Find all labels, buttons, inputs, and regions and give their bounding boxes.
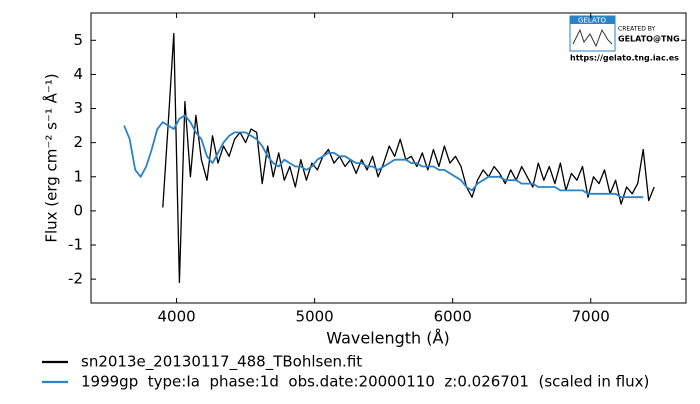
y-tick-label: 5 (73, 31, 83, 49)
logo-author: GELATO@TNG (618, 35, 680, 44)
y-tick-label: 3 (73, 99, 83, 117)
x-tick-label: 5000 (296, 308, 334, 326)
y-tick-label: 1 (73, 167, 83, 185)
y-tick-label: 4 (73, 65, 83, 83)
logo: GELATO CREATED BY GELATO@TNG https://gel… (569, 15, 680, 63)
logo-name: GELATO (578, 17, 606, 25)
y-tick-label: -1 (68, 236, 83, 254)
x-axis-label: Wavelength (Å) (326, 329, 449, 348)
logo-credit: CREATED BY (618, 26, 656, 33)
x-tick-label: 4000 (157, 308, 195, 326)
x-tick-label: 6000 (434, 308, 472, 326)
spectrum-line (162, 32, 655, 284)
spectrum-line (123, 114, 644, 199)
x-tick-label: 7000 (572, 308, 610, 326)
logo-url: https://gelato.tng.iac.es (570, 54, 679, 63)
legend-label: sn2013e_20130117_488_TBohlsen.fit (81, 353, 362, 372)
legend: sn2013e_20130117_488_TBohlsen.fit1999gp … (42, 353, 649, 391)
logo-banner (570, 16, 615, 24)
y-tick-label: 2 (73, 133, 83, 151)
legend-label: 1999gp type:Ia phase:1d obs.date:2000011… (81, 373, 649, 391)
y-axis-label: Flux (erg cm⁻² s⁻¹ Å⁻¹) (42, 73, 61, 242)
plot-frame (90, 12, 687, 304)
logo-graphic (572, 28, 613, 48)
y-tick-label: -2 (68, 270, 83, 288)
y-tick-label: 0 (73, 201, 83, 219)
